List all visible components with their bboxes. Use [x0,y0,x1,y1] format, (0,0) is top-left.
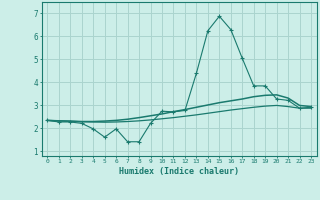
X-axis label: Humidex (Indice chaleur): Humidex (Indice chaleur) [119,167,239,176]
